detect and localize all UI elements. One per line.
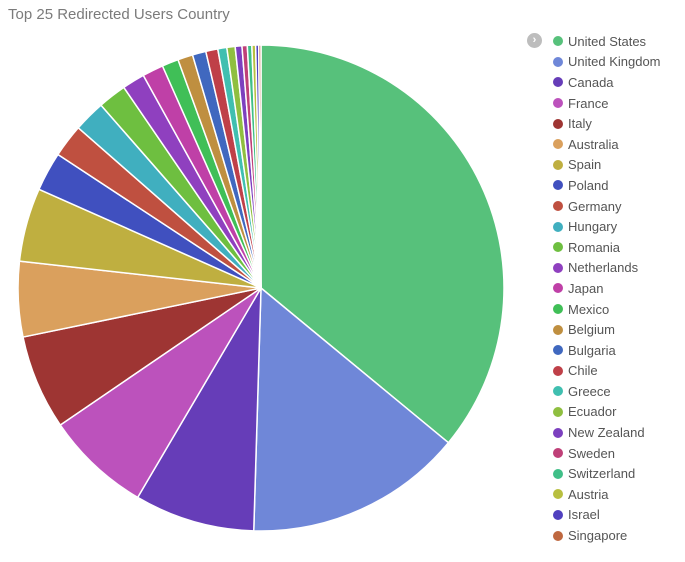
pie-slices [17, 44, 505, 532]
legend-item-singapore[interactable]: Singapore [553, 525, 661, 546]
legend-color-dot [553, 201, 563, 212]
legend-item-chile[interactable]: Chile [553, 361, 661, 382]
legend-color-dot [553, 159, 563, 170]
legend-label: New Zealand [568, 425, 645, 441]
legend-color-dot [553, 427, 563, 438]
legend-item-canada[interactable]: Canada [553, 72, 661, 93]
legend-item-australia[interactable]: Australia [553, 134, 661, 155]
chart-legend: United States United Kingdom Canada France I… [553, 31, 661, 546]
legend-label: Mexico [568, 301, 610, 317]
legend-color-dot [553, 386, 563, 397]
legend-item-france[interactable]: France [553, 93, 661, 114]
legend-color-dot [553, 283, 563, 294]
legend-label: Canada [568, 74, 614, 90]
legend-item-poland[interactable]: Poland [553, 175, 661, 196]
legend-label: Netherlands [568, 260, 639, 276]
legend-color-dot [553, 139, 563, 150]
legend-color-dot [553, 242, 563, 253]
legend-color-dot [553, 56, 563, 67]
legend-item-germany[interactable]: Germany [553, 196, 661, 217]
legend-label: Poland [568, 177, 609, 193]
legend-item-mexico[interactable]: Mexico [553, 299, 661, 320]
legend-color-dot [553, 304, 563, 315]
legend-item-spain[interactable]: Spain [553, 155, 661, 176]
legend-item-belgium[interactable]: Belgium [553, 319, 661, 340]
legend-label: Sweden [568, 445, 615, 461]
legend-color-dot [553, 77, 563, 88]
legend-color-dot [553, 365, 563, 376]
legend-label: Belgium [568, 322, 615, 338]
legend-color-dot [553, 118, 563, 129]
legend-item-netherlands[interactable]: Netherlands [553, 258, 661, 279]
legend-item-greece[interactable]: Greece [553, 381, 661, 402]
legend-color-dot [553, 221, 563, 232]
legend-label: Spain [568, 157, 602, 173]
legend-item-austria[interactable]: Austria [553, 484, 661, 505]
legend-label: Greece [568, 383, 611, 399]
legend-item-switzerland[interactable]: Switzerland [553, 463, 661, 484]
pie-slice-france[interactable] [59, 287, 262, 499]
pie-slice-canada[interactable] [136, 287, 262, 532]
legend-label: Hungary [568, 219, 618, 235]
legend-label: Germany [568, 198, 622, 214]
legend-item-hungary[interactable]: Hungary [553, 216, 661, 237]
legend-label: France [568, 95, 609, 111]
legend-label: United Kingdom [568, 54, 661, 70]
legend-item-bulgaria[interactable]: Bulgaria [553, 340, 661, 361]
legend-color-dot [553, 530, 563, 541]
legend-label: Ecuador [568, 404, 617, 420]
legend-color-dot [553, 448, 563, 459]
legend-item-israel[interactable]: Israel [553, 505, 661, 526]
legend-toggle-icon[interactable]: › [527, 33, 542, 48]
legend-item-romania[interactable]: Romania [553, 237, 661, 258]
legend-item-ecuador[interactable]: Ecuador [553, 402, 661, 423]
legend-item-new-zealand[interactable]: New Zealand [553, 422, 661, 443]
legend-color-dot [553, 98, 563, 109]
legend-item-sweden[interactable]: Sweden [553, 443, 661, 464]
legend-item-japan[interactable]: Japan [553, 278, 661, 299]
legend-color-dot [553, 180, 563, 191]
legend-color-dot [553, 345, 563, 356]
legend-item-italy[interactable]: Italy [553, 113, 661, 134]
legend-label: Austria [568, 486, 609, 502]
legend-label: Switzerland [568, 466, 636, 482]
legend-label: Romania [568, 239, 621, 255]
legend-label: Italy [568, 116, 592, 132]
legend-label: Chile [568, 363, 598, 379]
legend-color-dot [553, 262, 563, 273]
legend-color-dot [553, 36, 563, 47]
legend-label: United States [568, 33, 647, 49]
legend-label: Bulgaria [568, 342, 616, 358]
legend-item-united-states[interactable]: United States [553, 31, 661, 52]
pie-slice-united-states[interactable] [260, 44, 505, 444]
legend-color-dot [553, 468, 563, 479]
legend-label: Japan [568, 280, 604, 296]
legend-label: Israel [568, 507, 600, 523]
legend-label: Australia [568, 136, 619, 152]
legend-color-dot [553, 509, 563, 520]
chart-title: Top 25 Redirected Users Country [8, 6, 230, 23]
pie-slice-united-kingdom[interactable] [253, 287, 450, 532]
pie-slice-singapore[interactable] [257, 44, 262, 289]
legend-label: Singapore [568, 528, 628, 544]
legend-item-united-kingdom[interactable]: United Kingdom [553, 52, 661, 73]
legend-color-dot [553, 324, 563, 335]
legend-color-dot [553, 406, 563, 417]
legend-color-dot [553, 489, 563, 500]
